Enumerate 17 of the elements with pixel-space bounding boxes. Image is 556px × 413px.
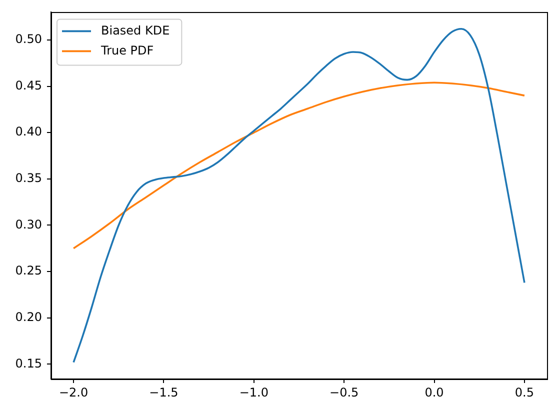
line-series (72, 82, 526, 250)
y-tick-label: 0.40 (15, 124, 42, 139)
y-tick-label: 0.25 (15, 264, 42, 278)
y-tick-label: 0.35 (15, 171, 42, 186)
legend-label: Biased KDE (101, 23, 170, 38)
y-tick-label: 0.30 (15, 217, 42, 232)
legend-label: True PDF (100, 43, 154, 58)
x-tick-label: −1.0 (239, 385, 268, 400)
x-tick-label: −0.5 (330, 385, 359, 400)
x-tick-label: 0.0 (424, 385, 444, 400)
y-tick-label: 0.15 (15, 356, 42, 370)
x-tick-label: 0.5 (514, 385, 534, 400)
x-tick-label: −2.0 (58, 385, 88, 400)
y-tick-label: 0.20 (15, 310, 42, 324)
x-tick-label: −1.5 (149, 385, 178, 400)
y-tick-label: 0.45 (15, 78, 42, 92)
y-tick-label: 0.50 (15, 32, 42, 46)
